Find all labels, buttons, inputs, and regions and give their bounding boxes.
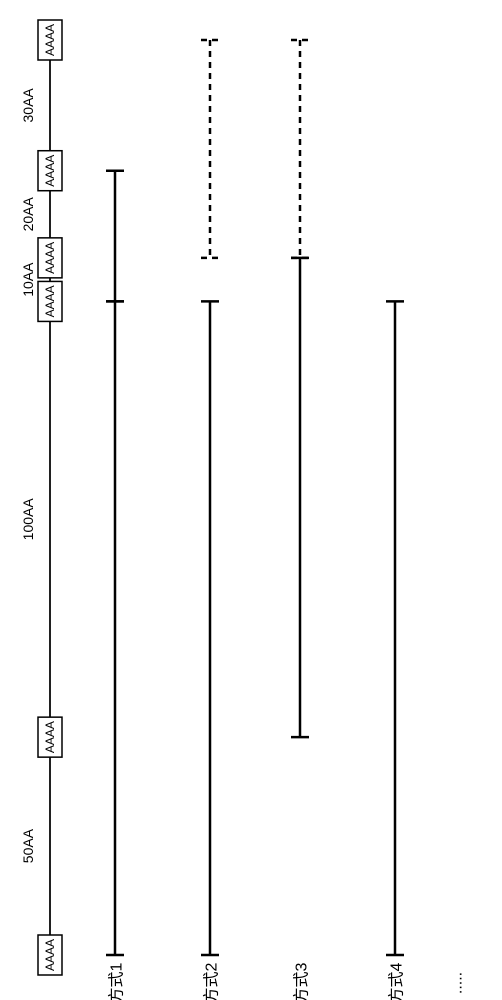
axis-box: AAAA <box>38 717 62 757</box>
axis-box: AAAA <box>38 238 62 278</box>
axis-box: AAAA <box>38 20 62 60</box>
axis-box: AAAA <box>38 935 62 975</box>
axis-box-label: AAAA <box>43 939 57 971</box>
axis-box-label: AAAA <box>43 242 57 274</box>
axis-box-label: AAAA <box>43 721 57 753</box>
axis-box-label: AAAA <box>43 285 57 317</box>
axis-box: AAAA <box>38 281 62 321</box>
axis-segment-label: 20AA <box>20 197 36 232</box>
axis-box-label: AAAA <box>43 155 57 187</box>
column-label: 方式1 <box>108 962 126 1000</box>
column-label: ..... <box>449 972 466 994</box>
axis-box-label: AAAA <box>43 24 57 56</box>
axis-segment-label: 50AA <box>20 828 36 863</box>
axis-segment-label: 30AA <box>20 88 36 123</box>
column-label: 方式2 <box>203 962 221 1000</box>
axis-segment-label: 100AA <box>20 498 36 541</box>
column-label: 方式3 <box>293 962 311 1000</box>
axis-box: AAAA <box>38 151 62 191</box>
column-label: 方式4 <box>388 962 406 1000</box>
axis-segment-label: 10AA <box>20 262 36 297</box>
